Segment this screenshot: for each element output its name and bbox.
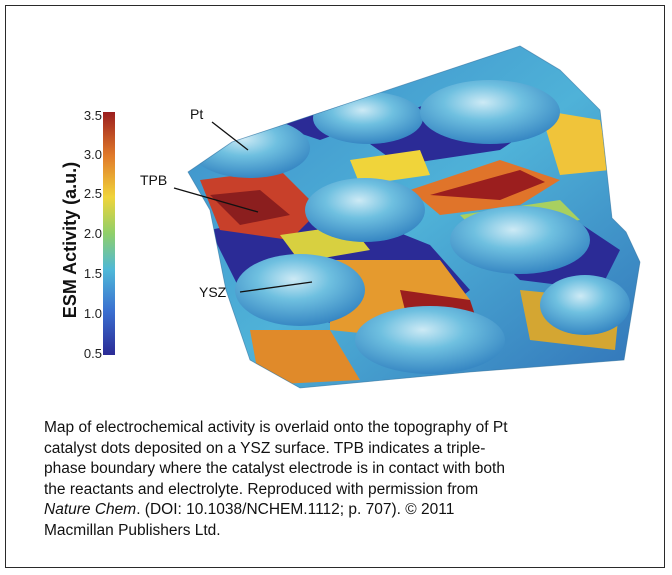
- caption-line: Nature Chem. (DOI: 10.1038/NCHEM.1112; p…: [44, 500, 644, 521]
- colorbar-tick: 0.5: [83, 346, 102, 361]
- figure-caption: Map of electrochemical activity is overl…: [44, 418, 644, 541]
- caption-line: catalyst dots deposited on a YSZ surface…: [44, 439, 486, 457]
- journal-name: Nature Chem: [44, 501, 137, 518]
- activity-surface: [188, 46, 640, 388]
- pt-label: Pt: [190, 106, 204, 122]
- caption-line: Map of electrochemical activity is overl…: [44, 419, 508, 436]
- figure-graphics: [103, 45, 641, 389]
- colorbar-tick: 1.5: [83, 266, 102, 281]
- esm-activity-figure: ESM Activity (a.u.) 3.5 3.0 2.5 2.0 1.5 …: [60, 45, 641, 389]
- tpb-label: TPB: [140, 172, 168, 188]
- colorbar-tick: 3.5: [83, 108, 102, 123]
- colorbar-tick: 2.0: [83, 226, 102, 241]
- caption-line: Macmillan Publishers Ltd.: [44, 521, 221, 539]
- caption-line: the reactants and electrolyte. Reproduce…: [44, 480, 479, 498]
- pt-leader-line: [211, 121, 249, 151]
- colorbar-tick: 3.0: [83, 147, 102, 162]
- ysz-label: YSZ: [199, 284, 227, 300]
- colorbar-tick: 1.0: [83, 306, 102, 321]
- tpb-leader-line: [173, 187, 259, 213]
- caption-citation: . (DOI: 10.1038/NCHEM.1112; p. 707). © 2…: [136, 501, 455, 518]
- caption-line: phase boundary where the catalyst electr…: [44, 460, 505, 477]
- colorbar-tick: 2.5: [83, 186, 102, 201]
- colorbar: [103, 112, 115, 355]
- ysz-leader-line: [239, 281, 313, 293]
